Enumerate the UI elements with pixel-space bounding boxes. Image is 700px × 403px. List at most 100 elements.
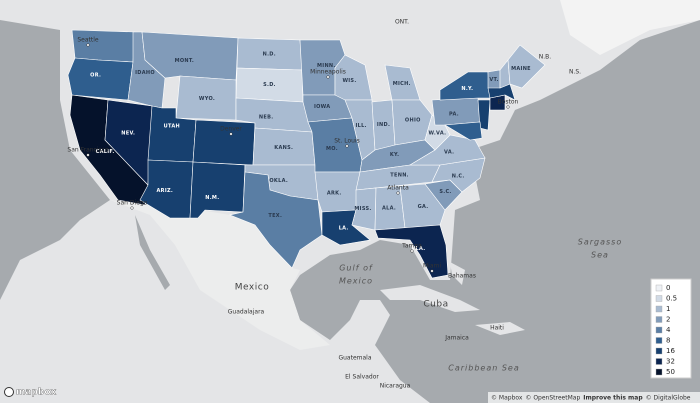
place-label: Atlanta: [387, 185, 409, 192]
state-label: NEB.: [259, 115, 274, 121]
place-dot: [86, 43, 90, 47]
state-label: OR.: [90, 73, 101, 79]
region-label: Cuba: [423, 300, 448, 310]
attribution: © OpenStreetMap: [525, 395, 580, 402]
state: [444, 121, 483, 141]
legend-label: 2: [666, 316, 670, 324]
state: [67, 57, 134, 101]
canada-land: [560, 0, 700, 55]
state-label: N.Y.: [461, 86, 473, 92]
island: [475, 322, 525, 335]
state: [351, 187, 377, 231]
place-dot: [430, 269, 434, 273]
state-label: KANS.: [274, 145, 293, 151]
state-label: LA.: [339, 225, 349, 231]
state-label: TENN.: [390, 172, 409, 178]
place-label: St. Louis: [334, 138, 359, 145]
logo: mapbox: [16, 388, 57, 398]
state-label: OKLA.: [269, 178, 288, 184]
state-label: MICH.: [393, 81, 411, 87]
legend-label: 0: [666, 284, 670, 292]
state-label: MAINE: [511, 66, 531, 72]
state-label: MISS.: [354, 206, 371, 212]
labels: OR. CALIF. NEV. IDAHO MONT. WYO. UTAH ARIZ. N.M.…: [67, 19, 621, 390]
place-label: ONT.: [395, 19, 409, 26]
state-label: IOWA: [314, 104, 330, 110]
attribution: © Mapbox: [491, 395, 523, 402]
state-label: UTAH: [164, 124, 180, 130]
place-label: Nicaragua: [380, 383, 411, 390]
mexico-land: [110, 200, 330, 350]
state-label: N.M.: [205, 195, 219, 201]
state: [228, 171, 323, 269]
place-dot: [396, 191, 400, 195]
place-label: Guatemala: [338, 355, 371, 362]
legend-label: 32: [666, 358, 675, 366]
legend-swatch: [655, 295, 663, 302]
sea-label: Caribbean Sea: [448, 364, 520, 373]
attribution: © DigitalGlobe: [646, 395, 691, 402]
states: [67, 29, 546, 279]
place-label: N.S.: [569, 69, 581, 76]
state-label: N.D.: [263, 52, 276, 58]
gulf-of-california: [135, 215, 170, 290]
state-label: MO.: [326, 146, 338, 152]
place-label: Minneapolis: [310, 69, 346, 76]
legend-label: 0.5: [666, 295, 677, 303]
state-label: KY.: [390, 152, 399, 158]
legend-label: 1: [666, 305, 670, 313]
legend: 0 0.5 1 2 4 8 16 32 50: [655, 284, 677, 376]
place-label: Miami: [423, 263, 441, 270]
legend-swatch: [655, 347, 663, 355]
state-label: S.D.: [263, 82, 276, 88]
state-label: VA.: [444, 150, 454, 156]
place-dot: [506, 105, 510, 109]
state: [507, 44, 546, 89]
state-label: ARK.: [327, 191, 342, 197]
state-label: OHIO: [405, 118, 421, 124]
state-label: N.C.: [452, 173, 465, 179]
state: [399, 183, 446, 229]
attribution-bg: [488, 392, 700, 403]
legend-swatch: [655, 316, 663, 323]
legend-swatch: [655, 358, 663, 365]
attribution[interactable]: Improve this map: [583, 395, 643, 402]
legend-label: 50: [666, 368, 675, 376]
state-label: IND.: [377, 122, 390, 128]
place-label: Haiti: [490, 325, 504, 332]
place-dot: [130, 206, 134, 210]
place-label: N.B.: [539, 54, 552, 61]
state-label: WYO.: [199, 96, 215, 102]
legend-label: 16: [666, 347, 675, 355]
place-label: San Diego: [117, 200, 148, 207]
place-dot: [86, 153, 90, 157]
sea-label: Mexico: [339, 277, 373, 286]
island: [380, 285, 480, 312]
state: [71, 29, 136, 63]
state-label: NEV.: [121, 130, 135, 136]
state: [189, 161, 246, 219]
state-label: WIS.: [342, 78, 356, 84]
footer: mapbox © Mapbox © OpenStreetMap Improve th…: [4, 387, 700, 403]
place-label: Boston: [498, 99, 519, 106]
region-label: Mexico: [235, 283, 269, 293]
state: [424, 114, 451, 151]
state-label: W.VA.: [428, 131, 446, 137]
island: [450, 262, 465, 285]
legend-label: 8: [666, 337, 670, 345]
place-dot: [410, 249, 414, 253]
place-label: Jamaica: [444, 335, 469, 342]
legend-swatch: [655, 326, 663, 334]
place-dot: [326, 75, 330, 79]
state-label: ARIZ.: [157, 188, 174, 194]
state-label: ALA.: [382, 206, 396, 212]
legend-swatch: [655, 337, 663, 344]
legend-swatch: [655, 368, 663, 376]
place-label: Tampa: [401, 243, 422, 250]
state-label: PA.: [449, 112, 459, 118]
place-dot: [229, 132, 233, 136]
sea-label: Sea: [591, 251, 609, 260]
state-label: CALIF.: [96, 149, 115, 155]
state-label: S.C.: [439, 189, 451, 195]
